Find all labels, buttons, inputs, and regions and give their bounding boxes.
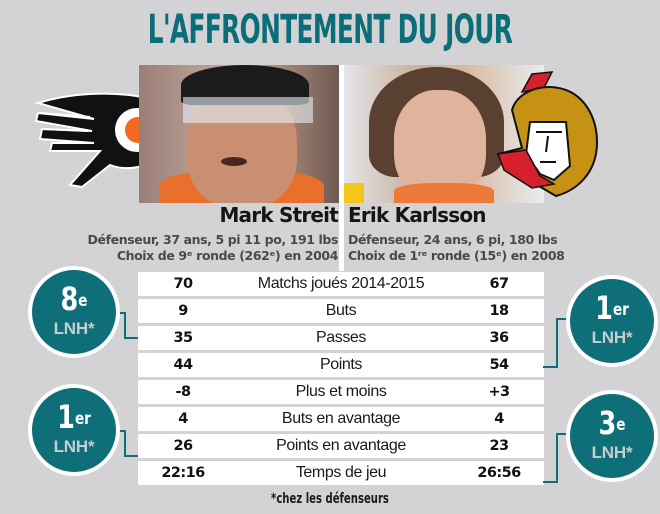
connector-line xyxy=(124,337,138,339)
stat-right-value: 4 xyxy=(494,411,504,427)
player-info-right: Défenseur, 24 ans, 6 pi, 180 lbs Choix d… xyxy=(348,232,565,264)
badge-rank-suffix: er xyxy=(612,300,629,320)
footnote: *chez les défenseurs xyxy=(271,491,389,507)
connector-line xyxy=(543,366,558,368)
player-info-right-line1: Défenseur, 24 ans, 6 pi, 180 lbs xyxy=(348,232,558,247)
stat-label: Buts xyxy=(325,302,357,319)
badge-rank: 1 xyxy=(57,398,75,436)
stat-row-games: 70 Matchs joués 2014-2015 67 xyxy=(138,272,544,296)
stat-right-value: 67 xyxy=(489,276,510,292)
connector-line xyxy=(556,318,570,368)
badge-league: LNH* xyxy=(591,443,633,462)
stat-label: Plus et moins xyxy=(295,383,387,400)
stat-row-assists: 35 Passes 36 xyxy=(138,326,544,350)
player-info-right-line2: Choix de 1ʳᵉ ronde (15ᵉ) en 2008 xyxy=(348,248,565,263)
stat-label: Buts en avantage xyxy=(281,410,401,427)
connector-line xyxy=(556,433,570,483)
stat-left-value: -8 xyxy=(175,384,192,400)
stat-row-pp-points: 26 Points en avantage 23 xyxy=(138,434,544,458)
page-title: L'AFFRONTEMENT DU JOUR xyxy=(147,7,513,53)
player-name-right: Erik Karlsson xyxy=(348,203,487,227)
stat-right-value: 54 xyxy=(489,357,510,373)
stat-left-value: 26 xyxy=(173,438,194,454)
badge-rank: 1 xyxy=(595,289,613,327)
photo-divider xyxy=(339,65,344,271)
stat-left-value: 44 xyxy=(173,357,194,373)
player-info-left-line1: Défenseur, 37 ans, 5 pi 11 po, 191 lbs xyxy=(87,232,339,247)
player-info-left-line2: Choix de 9ᵉ ronde (262ᵉ) en 2004 xyxy=(116,248,339,263)
rank-badge-karlsson-toi: 3e LNH* xyxy=(566,390,658,482)
player-name-left: Mark Streit xyxy=(219,203,338,227)
player-info-left: Défenseur, 37 ans, 5 pi 11 po, 191 lbs C… xyxy=(87,232,339,264)
stat-row-plus-minus: -8 Plus et moins +3 xyxy=(138,380,544,404)
stat-label: Points en avantage xyxy=(276,437,406,454)
stat-row-goals: 9 Buts 18 xyxy=(138,299,544,323)
badge-rank-suffix: er xyxy=(74,409,91,429)
stat-row-points: 44 Points 54 xyxy=(138,353,544,377)
stat-right-value: 36 xyxy=(489,330,510,346)
badge-rank: 8 xyxy=(60,280,79,318)
stat-label: Matchs joués 2014-2015 xyxy=(257,275,425,292)
player-photo-mark-streit xyxy=(139,65,339,203)
stats-table: 70 Matchs joués 2014-2015 67 9 Buts 18 3… xyxy=(138,272,544,488)
stat-right-value: 18 xyxy=(489,303,510,319)
stat-label: Passes xyxy=(315,329,367,346)
player-photo-erik-karlsson xyxy=(344,65,544,203)
badge-league: LNH* xyxy=(53,319,95,338)
badge-league: LNH* xyxy=(53,437,95,456)
rank-badge-streit-pp-points: 1er LNH* xyxy=(28,384,120,476)
stat-left-value: 9 xyxy=(178,303,188,319)
stat-right-value: 23 xyxy=(489,438,510,454)
badge-league: LNH* xyxy=(591,328,633,347)
stat-row-toi: 22:16 Temps de jeu 26:56 xyxy=(138,461,544,485)
stat-left-value: 70 xyxy=(173,276,194,292)
stat-label: Temps de jeu xyxy=(295,464,387,481)
rank-badge-karlsson-points: 1er LNH* xyxy=(566,275,658,367)
stat-row-pp-goals: 4 Buts en avantage 4 xyxy=(138,407,544,431)
badge-rank-suffix: e xyxy=(616,415,626,435)
stat-right-value: 26:56 xyxy=(477,465,521,481)
connector-line xyxy=(543,481,558,483)
rank-badge-streit-assists: 8e LNH* xyxy=(28,266,120,358)
stat-right-value: +3 xyxy=(488,384,510,400)
badge-rank: 3 xyxy=(598,404,617,442)
stat-label: Points xyxy=(319,356,363,373)
stat-left-value: 4 xyxy=(178,411,188,427)
stat-left-value: 35 xyxy=(173,330,194,346)
stat-left-value: 22:16 xyxy=(161,465,205,481)
connector-line xyxy=(124,455,138,457)
badge-rank-suffix: e xyxy=(78,291,88,311)
senators-logo-icon xyxy=(496,71,598,198)
